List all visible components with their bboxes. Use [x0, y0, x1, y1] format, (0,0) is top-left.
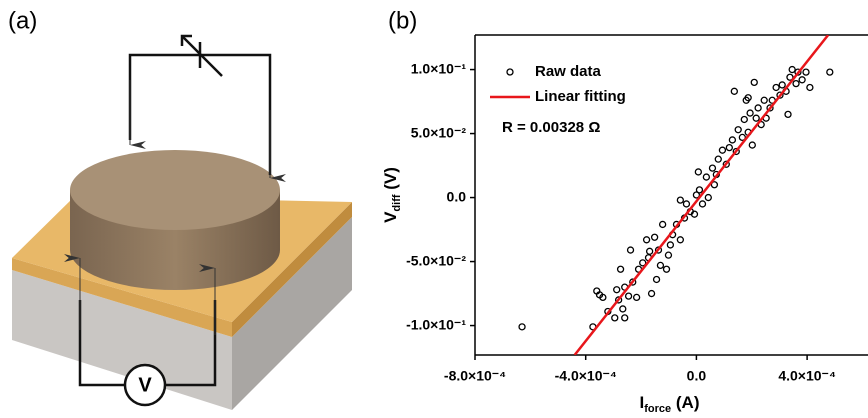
data-point — [789, 67, 795, 73]
disk-top — [70, 150, 280, 230]
data-point — [793, 81, 799, 87]
data-point — [695, 169, 701, 175]
data-point — [647, 248, 653, 254]
legend-swatch — [507, 69, 513, 75]
data-point — [665, 252, 671, 258]
data-point — [654, 276, 660, 282]
data-point — [649, 291, 655, 297]
data-point — [628, 247, 634, 253]
xlabel-title: Iforce (A) — [640, 393, 700, 414]
data-point — [652, 234, 658, 240]
data-point — [660, 221, 666, 227]
data-point — [612, 315, 618, 321]
data-point — [785, 111, 791, 117]
data-point — [803, 69, 809, 75]
label-subscript: diff — [391, 194, 403, 211]
data-point — [741, 116, 747, 122]
data-point — [731, 88, 737, 94]
x-tick-label: -4.0×10⁻⁴ — [555, 368, 617, 384]
x-tick-label: -8.0×10⁻⁴ — [444, 368, 506, 384]
data-point — [807, 84, 813, 90]
label-unit: (V) — [381, 167, 400, 194]
y-tick-label: 5.0×10⁻² — [411, 124, 467, 140]
label-symbol: V — [381, 211, 400, 223]
data-point — [696, 187, 702, 193]
data-point — [683, 201, 689, 207]
plot: 1.0×10⁻¹ 5.0×10⁻² 0.0 -5.0×10⁻² -1.0×10⁻¹ -8.… — [381, 35, 868, 415]
data-point — [749, 142, 755, 148]
data-point — [519, 324, 525, 330]
data-point — [622, 315, 628, 321]
label-unit: (A) — [671, 393, 699, 412]
data-point — [644, 237, 650, 243]
panel-label: (a) — [8, 7, 37, 34]
data-point — [677, 237, 683, 243]
data-point — [667, 242, 673, 248]
panel-label: (b) — [388, 7, 417, 34]
data-point — [729, 137, 735, 143]
data-point — [751, 79, 757, 85]
data-point — [699, 201, 705, 207]
data-point — [799, 77, 805, 83]
x-tick-label: 0.0 — [687, 368, 707, 384]
data-point — [773, 84, 779, 90]
legend-label: Linear fitting — [535, 88, 626, 105]
data-point — [761, 97, 767, 103]
data-point — [703, 174, 709, 180]
data-point — [626, 293, 632, 299]
data-point — [634, 294, 640, 300]
legend-label: Raw data — [535, 63, 602, 80]
y-tick-label: 1.0×10⁻¹ — [411, 60, 467, 76]
data-point — [735, 127, 741, 133]
annotation: R = 0.00328 Ω — [502, 119, 600, 136]
data-point — [664, 266, 670, 272]
data-point — [705, 195, 711, 201]
ylabel-title: Vdiff (V) — [381, 167, 402, 223]
x-tick-label: 4.0×10⁻⁴ — [778, 368, 836, 384]
data-point — [719, 147, 725, 153]
figure: (a) V (b) 1.0×10⁻¹ 5.0×10⁻² 0.0 -5.0×10⁻² -1… — [0, 0, 868, 418]
data-point — [747, 110, 753, 116]
data-point — [618, 266, 624, 272]
data-point — [715, 156, 721, 162]
data-point — [677, 197, 683, 203]
data-point — [620, 306, 626, 312]
data-point — [779, 82, 785, 88]
data-point — [827, 69, 833, 75]
y-tick-label: -5.0×10⁻² — [406, 252, 466, 268]
data-point — [753, 115, 759, 121]
data-point — [709, 165, 715, 171]
setup-diagram: (a) V — [8, 7, 352, 410]
y-tick-label: -1.0×10⁻¹ — [406, 316, 466, 332]
data-point — [657, 262, 663, 268]
voltmeter-label: V — [138, 374, 152, 396]
fit-line — [575, 35, 829, 355]
data-point — [755, 105, 761, 111]
y-tick-label: 0.0 — [447, 188, 467, 204]
label-subscript: force — [644, 403, 671, 415]
data-point — [614, 287, 620, 293]
data-point — [726, 145, 732, 151]
